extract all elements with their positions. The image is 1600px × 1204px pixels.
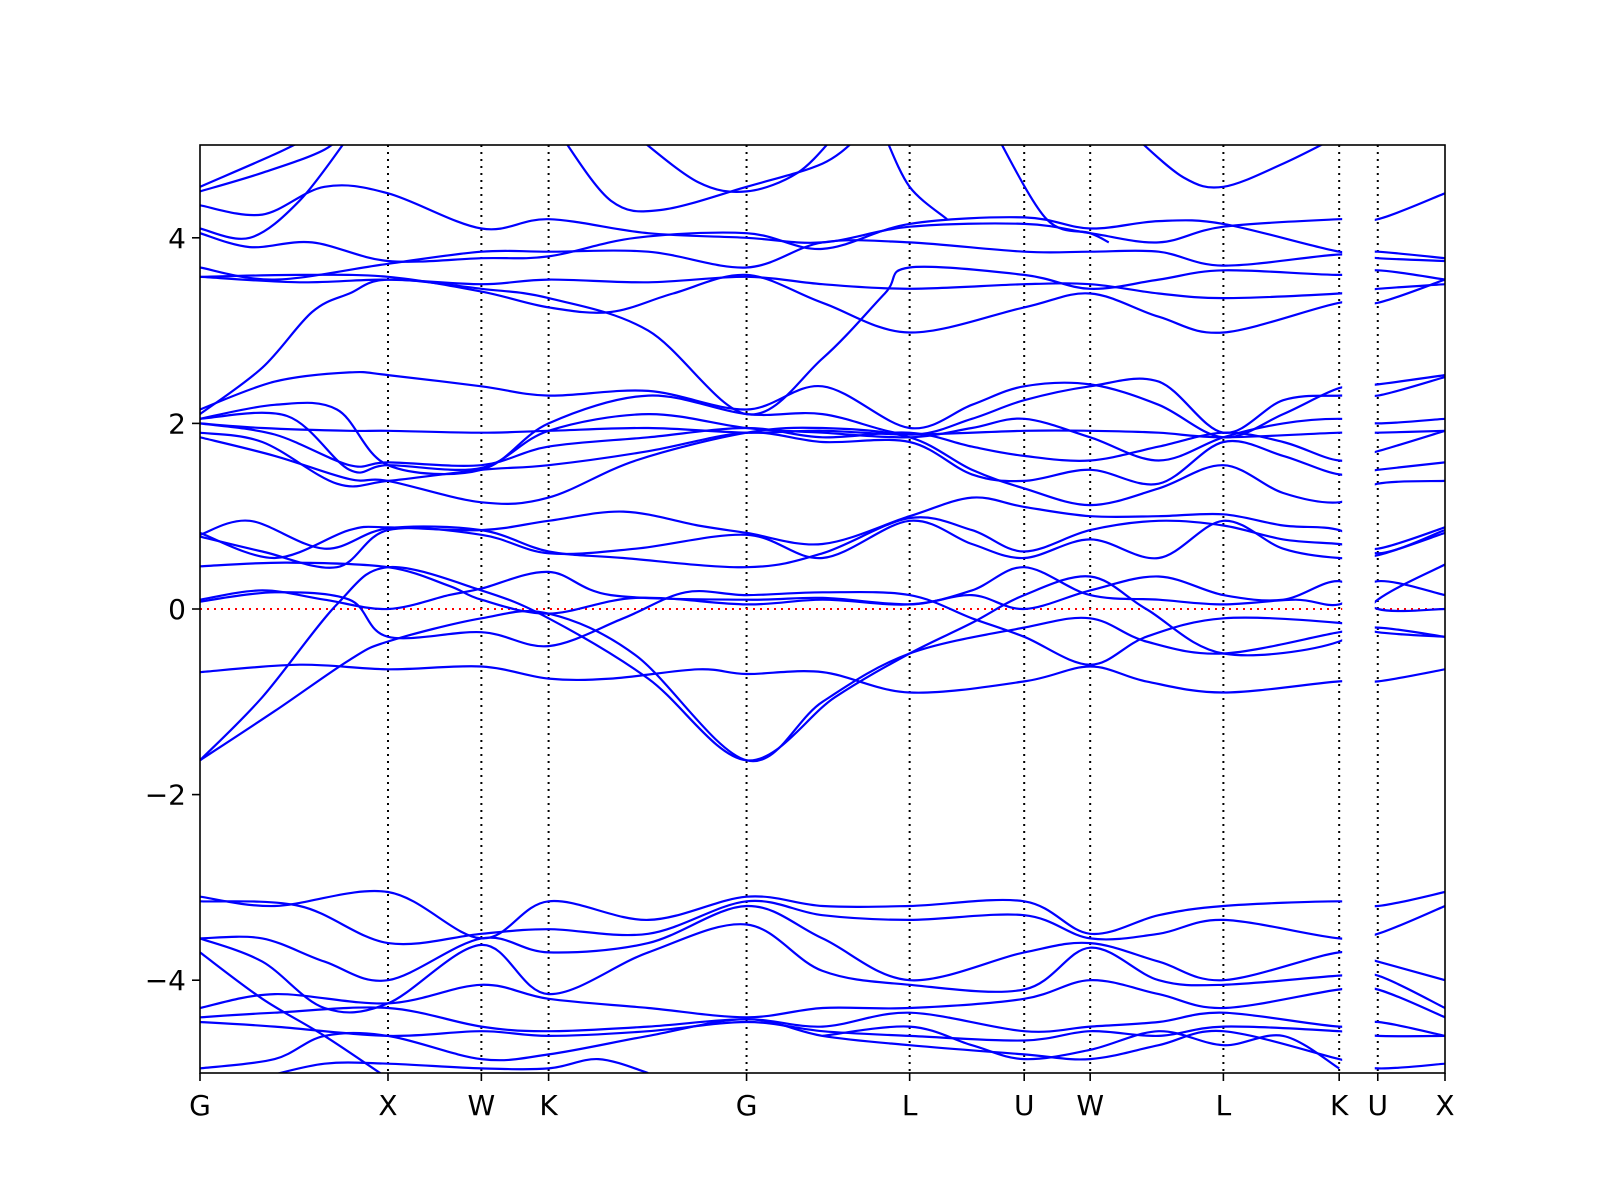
x-tick-label: G — [736, 1089, 758, 1122]
band-line-22 — [200, 145, 334, 193]
y-tick-label: −2 — [145, 779, 186, 812]
band-line-31 — [200, 899, 1445, 946]
band-line-34 — [200, 951, 382, 1073]
x-tick-label: G — [189, 1089, 211, 1122]
band-line-30 — [200, 889, 1445, 940]
band-line-6 — [200, 519, 1445, 569]
x-tick-label: X — [378, 1089, 397, 1122]
band-line-32 — [200, 904, 1445, 982]
band-lines — [200, 145, 1445, 1073]
y-tick-label: 2 — [168, 407, 186, 440]
band-line-7 — [200, 516, 1445, 569]
x-tick-label: X — [1435, 1089, 1454, 1122]
band-line-26 — [566, 145, 852, 213]
path-gap — [1342, 146, 1375, 1072]
x-tick-label: U — [1014, 1089, 1035, 1122]
band-line-0 — [200, 609, 1445, 763]
path-gap-group — [1342, 146, 1375, 1072]
y-tick-label: 0 — [168, 593, 186, 626]
x-tick-label: K — [539, 1089, 558, 1122]
band-line-28 — [887, 145, 948, 221]
x-tick-label: W — [468, 1089, 496, 1122]
band-line-37 — [200, 1020, 1445, 1042]
band-line-19 — [200, 239, 1445, 281]
band-line-20 — [200, 216, 1445, 263]
band-line-27 — [1000, 145, 1110, 244]
band-line-25 — [645, 145, 829, 193]
x-tick-label: L — [902, 1089, 918, 1122]
band-line-17 — [200, 275, 1445, 300]
band-line-13 — [200, 422, 1445, 439]
band-line-10 — [200, 431, 1445, 488]
x-tick-label: L — [1216, 1089, 1232, 1122]
band-line-5 — [200, 561, 1445, 615]
band-line-40 — [822, 1025, 1340, 1070]
band-line-18 — [200, 273, 1445, 334]
band-line-35 — [200, 979, 1445, 1019]
band-line-36 — [200, 1006, 1445, 1037]
band-line-9 — [200, 426, 1445, 507]
y-axis: −4 −2 0 2 4 — [145, 222, 200, 997]
band-line-39 — [275, 1057, 649, 1073]
y-tick-label: −4 — [145, 964, 186, 997]
band-line-16 — [200, 265, 1445, 416]
band-line-3 — [200, 589, 1445, 666]
x-tick-label: U — [1368, 1089, 1389, 1122]
band-line-14 — [200, 370, 1445, 439]
band-line-15 — [200, 375, 1445, 476]
band-line-2 — [200, 663, 1445, 694]
x-tick-label: W — [1076, 1089, 1104, 1122]
band-line-8 — [200, 496, 1445, 560]
band-line-29 — [1142, 145, 1324, 189]
band-line-21 — [200, 184, 1445, 244]
band-line-24 — [200, 145, 344, 240]
x-tick-label: K — [1330, 1089, 1349, 1122]
band-line-1 — [200, 563, 1445, 762]
y-tick-label: 4 — [168, 222, 186, 255]
band-line-23 — [200, 145, 297, 188]
